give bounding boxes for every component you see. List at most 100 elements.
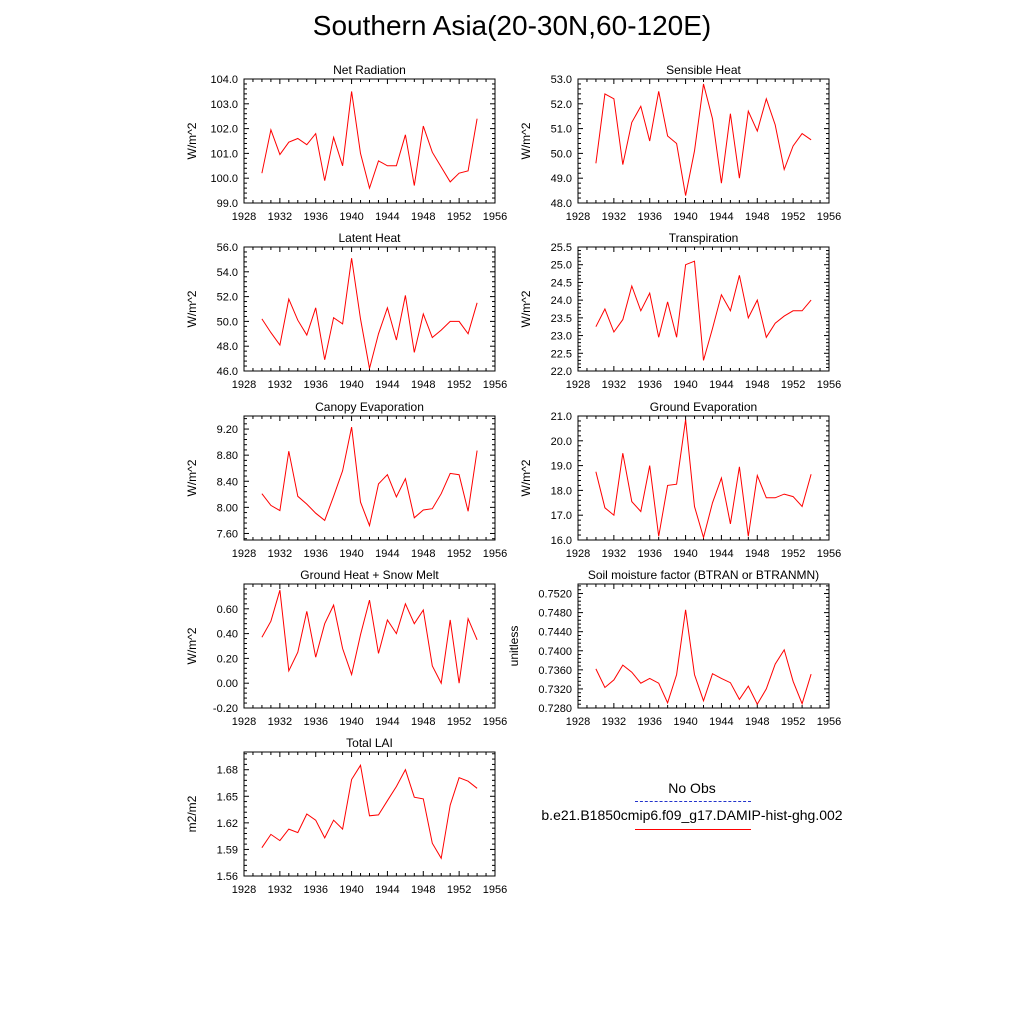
series-line (261, 258, 478, 369)
x-tick-label: 1952 (447, 379, 471, 391)
x-tick-label: 1940 (339, 379, 363, 391)
y-tick-label: 23.5 (551, 313, 572, 325)
x-tick-label: 1944 (709, 211, 733, 223)
y-tick-label: 103.0 (210, 99, 238, 111)
x-tick-label: 1936 (637, 211, 661, 223)
panel-ground-evaporation: Ground Evaporation 1928 1932 1936 1940 1944 19… (519, 400, 841, 560)
x-tick-label: 1936 (637, 716, 661, 728)
x-tick-label: 1932 (268, 211, 292, 223)
plot-frame (577, 415, 830, 541)
y-tick-label: 7.60 (217, 528, 238, 540)
panel-title: Sensible Heat (666, 63, 741, 77)
panel-soil-moisture-factor-btran-or-btranmn: Soil moisture factor (BTRAN or BTRANMN) 1… (507, 568, 841, 728)
x-tick-label: 1940 (339, 548, 363, 560)
x-tick-label: 1952 (781, 211, 805, 223)
y-tick-label: 104.0 (210, 74, 238, 86)
y-tick-label: 23.0 (551, 331, 572, 343)
y-tick-label: -0.20 (213, 703, 238, 715)
figure-title: Southern Asia(20-30N,60-120E) (312, 10, 712, 41)
plot-frame (577, 583, 830, 709)
y-tick-label: 56.0 (217, 242, 238, 254)
panel-title: Latent Heat (338, 231, 401, 245)
y-axis-label: W/m^2 (185, 122, 199, 159)
y-tick-label: 21.0 (551, 411, 572, 423)
x-tick-label: 1948 (411, 548, 435, 560)
panel-title: Transpiration (669, 231, 739, 245)
plot-frame (577, 246, 830, 372)
y-tick-label: 0.7440 (538, 627, 572, 639)
y-tick-label: 50.0 (551, 148, 572, 160)
x-tick-label: 1956 (483, 716, 507, 728)
y-axis-label: W/m^2 (185, 627, 199, 664)
x-tick-label: 1936 (303, 884, 327, 896)
series-line (595, 609, 812, 706)
x-tick-label: 1944 (375, 884, 399, 896)
x-tick-label: 1928 (232, 716, 256, 728)
x-tick-label: 1956 (483, 884, 507, 896)
y-tick-label: 1.56 (217, 871, 238, 883)
x-tick-label: 1940 (339, 716, 363, 728)
panel-title: Ground Heat + Snow Melt (300, 568, 439, 582)
panel-sensible-heat: Sensible Heat 1928 1932 1936 1940 1944 1948 195… (519, 63, 841, 223)
x-tick-label: 1936 (303, 379, 327, 391)
x-tick-label: 1948 (745, 548, 769, 560)
y-tick-label: 22.0 (551, 366, 572, 378)
x-tick-label: 1952 (781, 548, 805, 560)
series-line (595, 260, 812, 361)
y-tick-label: 0.60 (217, 604, 238, 616)
legend-obs-line-icon (635, 801, 751, 802)
x-tick-label: 1948 (411, 211, 435, 223)
x-tick-label: 1956 (483, 211, 507, 223)
plot-frame (243, 415, 496, 541)
y-tick-label: 0.00 (217, 678, 238, 690)
y-axis-label: W/m^2 (519, 290, 533, 327)
x-tick-label: 1948 (745, 211, 769, 223)
y-axis-label: unitless (507, 626, 521, 667)
x-tick-label: 1936 (637, 548, 661, 560)
plot-frame (243, 246, 496, 372)
x-tick-label: 1932 (268, 548, 292, 560)
x-tick-label: 1952 (447, 884, 471, 896)
x-tick-label: 1932 (602, 211, 626, 223)
y-tick-label: 16.0 (551, 535, 572, 547)
x-tick-label: 1940 (673, 548, 697, 560)
x-tick-label: 1956 (817, 716, 841, 728)
x-tick-label: 1932 (268, 716, 292, 728)
y-axis-label: W/m^2 (185, 290, 199, 327)
x-tick-label: 1928 (566, 211, 590, 223)
panel-ground-heat-snow-melt: Ground Heat + Snow Melt 1928 1932 1936 1940 1… (185, 568, 507, 728)
y-tick-label: 50.0 (217, 316, 238, 328)
y-tick-label: 53.0 (551, 74, 572, 86)
x-tick-label: 1956 (483, 379, 507, 391)
y-tick-label: 52.0 (217, 292, 238, 304)
y-tick-label: 0.7480 (538, 608, 572, 620)
legend: No Obs b.e21.B1850cmip6.f09_g17.DAMIP-hi… (520, 776, 864, 856)
y-tick-label: 46.0 (217, 366, 238, 378)
y-tick-label: 20.0 (551, 436, 572, 448)
y-axis-label: W/m^2 (519, 459, 533, 496)
x-tick-label: 1928 (232, 379, 256, 391)
y-tick-label: 49.0 (551, 173, 572, 185)
x-tick-label: 1928 (232, 548, 256, 560)
x-tick-label: 1948 (411, 379, 435, 391)
x-tick-label: 1940 (339, 211, 363, 223)
y-tick-label: 0.40 (217, 629, 238, 641)
x-tick-label: 1932 (268, 884, 292, 896)
legend-model-line-icon (635, 829, 751, 830)
panel-title: Soil moisture factor (BTRAN or BTRANMN) (588, 568, 819, 582)
x-tick-label: 1952 (447, 211, 471, 223)
y-tick-label: 0.7400 (538, 646, 572, 658)
x-tick-label: 1928 (232, 211, 256, 223)
series-line (595, 83, 812, 196)
x-tick-label: 1952 (447, 716, 471, 728)
x-tick-label: 1952 (447, 548, 471, 560)
x-tick-label: 1940 (673, 716, 697, 728)
y-tick-label: 22.5 (551, 348, 572, 360)
y-axis-label: W/m^2 (519, 122, 533, 159)
y-tick-label: 48.0 (551, 198, 572, 210)
y-tick-label: 100.0 (210, 173, 238, 185)
panel-title: Canopy Evaporation (315, 400, 424, 414)
x-tick-label: 1948 (411, 884, 435, 896)
series-line (261, 426, 478, 528)
y-tick-label: 1.68 (217, 765, 238, 777)
